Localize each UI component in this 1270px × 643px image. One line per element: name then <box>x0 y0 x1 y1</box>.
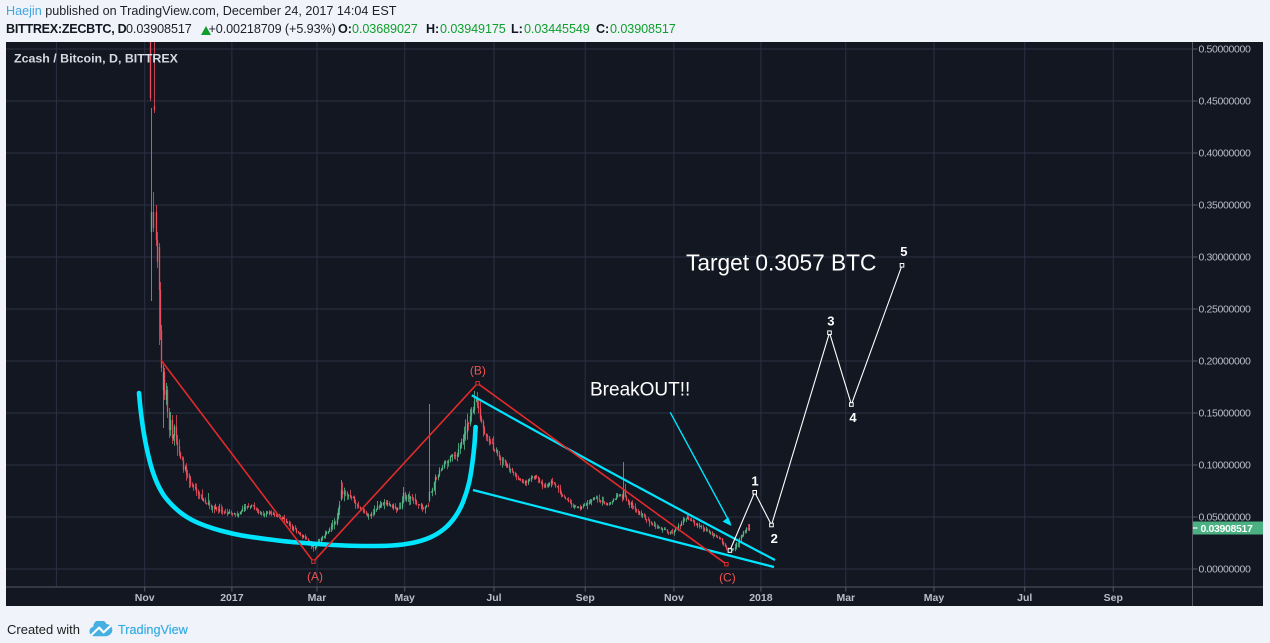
svg-text:(C): (C) <box>719 571 736 585</box>
svg-text:0.40000000: 0.40000000 <box>1199 148 1251 160</box>
svg-text:Zcash / Bitcoin, D, BITTREX: Zcash / Bitcoin, D, BITTREX <box>14 52 179 66</box>
svg-text:5: 5 <box>900 244 907 259</box>
svg-text:Mar: Mar <box>836 592 855 604</box>
svg-text:Jul: Jul <box>486 592 501 604</box>
svg-text:0.15000000: 0.15000000 <box>1199 408 1251 420</box>
svg-text:2017: 2017 <box>220 592 244 604</box>
svg-text:Sep: Sep <box>576 592 595 604</box>
svg-text:(B): (B) <box>470 364 486 378</box>
svg-text:0.03908517: 0.03908517 <box>1201 523 1253 535</box>
svg-text:3: 3 <box>827 314 834 329</box>
svg-text:2018: 2018 <box>749 592 773 604</box>
svg-text:(A): (A) <box>307 570 323 584</box>
svg-text:Mar: Mar <box>308 592 327 604</box>
svg-text:0.20000000: 0.20000000 <box>1199 356 1251 368</box>
svg-text:0.00000000: 0.00000000 <box>1199 564 1251 576</box>
svg-text:Sep: Sep <box>1104 592 1123 604</box>
svg-text:0.30000000: 0.30000000 <box>1199 252 1251 264</box>
svg-text:Nov: Nov <box>135 592 155 604</box>
svg-text:Jul: Jul <box>1017 592 1032 604</box>
svg-text:0.10000000: 0.10000000 <box>1199 460 1251 472</box>
svg-text:BreakOUT!!: BreakOUT!! <box>590 380 690 401</box>
svg-text:0.35000000: 0.35000000 <box>1199 200 1251 212</box>
svg-text:2: 2 <box>771 531 778 546</box>
svg-text:Nov: Nov <box>664 592 684 604</box>
svg-text:Target 0.3057 BTC: Target 0.3057 BTC <box>686 250 876 276</box>
svg-text:1: 1 <box>751 474 758 489</box>
svg-text:0.05000000: 0.05000000 <box>1199 512 1251 524</box>
svg-text:0.25000000: 0.25000000 <box>1199 304 1251 316</box>
svg-text:May: May <box>924 592 945 604</box>
svg-text:0.50000000: 0.50000000 <box>1199 44 1251 56</box>
svg-text:4: 4 <box>849 410 857 425</box>
svg-text:0.45000000: 0.45000000 <box>1199 96 1251 108</box>
svg-text:May: May <box>394 592 415 604</box>
